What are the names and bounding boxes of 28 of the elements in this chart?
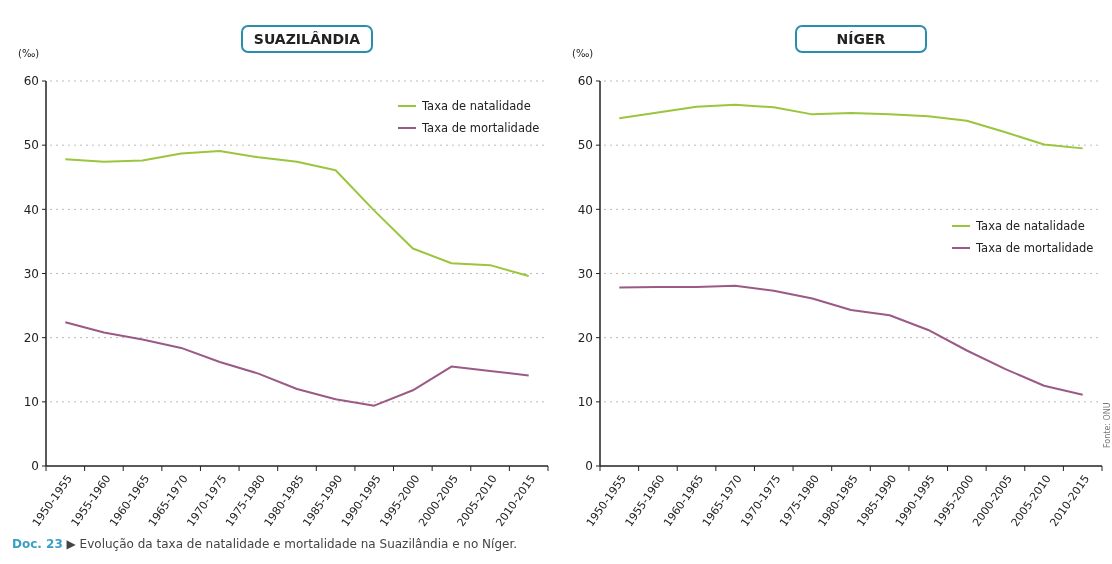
y-tick-label: 0 (31, 459, 39, 474)
legend-label: Taxa de mortalidade (975, 241, 1094, 256)
y-tick-label: 10 (577, 395, 593, 410)
y-tick-label: 50 (577, 138, 593, 153)
y-tick-label: 30 (577, 266, 593, 281)
legend-label: Taxa de natalidade (421, 99, 531, 114)
chart-title: NÍGER (836, 31, 886, 47)
y-tick-label: 60 (23, 74, 39, 89)
y-axis-title: (‰) (572, 48, 594, 59)
source-note: Fonte: ONU (1103, 402, 1112, 448)
y-tick-label: 30 (23, 266, 39, 281)
legend-label: Taxa de natalidade (975, 219, 1085, 234)
y-tick-label: 40 (23, 202, 39, 217)
line-series (64, 149, 530, 278)
y-axis-title: (‰) (18, 48, 40, 59)
text: Doc. 23 ▶ Evolução da taxa de natalidade e mortalidade na Suazilândia e no Níger. (12, 537, 518, 551)
y-tick-label: 50 (23, 138, 39, 153)
legend-label: Taxa de mortalidade (421, 121, 540, 136)
y-tick-label: 20 (23, 330, 39, 345)
y-tick-label: 0 (585, 459, 593, 474)
line-series (618, 103, 1084, 150)
line-series (618, 284, 1084, 396)
y-tick-label: 20 (577, 330, 593, 345)
line-series (64, 321, 530, 407)
y-tick-label: 40 (577, 202, 593, 217)
chart-title: SUAZILÂNDIA (253, 31, 361, 47)
y-tick-label: 10 (23, 395, 39, 410)
y-tick-label: 60 (577, 74, 593, 89)
